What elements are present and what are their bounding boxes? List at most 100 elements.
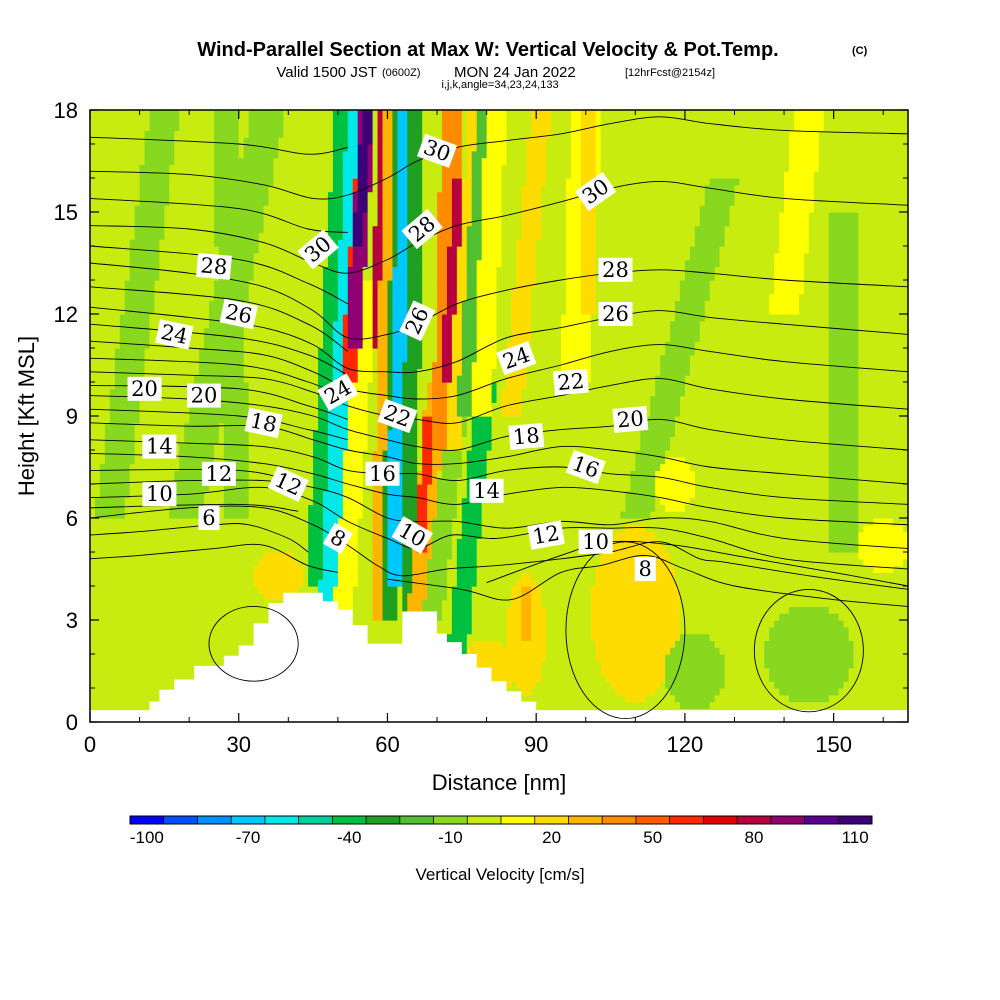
velocity-cell bbox=[531, 688, 617, 696]
velocity-cell bbox=[243, 144, 279, 152]
colorbar-tick-label: 80 bbox=[744, 828, 763, 847]
velocity-cell bbox=[451, 531, 463, 539]
velocity-cell bbox=[427, 504, 438, 512]
velocity-cell bbox=[199, 348, 245, 356]
velocity-cell bbox=[461, 314, 478, 322]
velocity-cell bbox=[451, 354, 463, 363]
velocity-cell bbox=[441, 348, 453, 356]
velocity-cell bbox=[402, 558, 413, 567]
velocity-cell bbox=[461, 300, 478, 308]
velocity-cell bbox=[422, 341, 438, 349]
velocity-cell bbox=[164, 218, 215, 227]
velocity-cell bbox=[243, 361, 319, 369]
velocity-cell bbox=[327, 409, 349, 417]
velocity-cell bbox=[506, 382, 527, 390]
velocity-cell bbox=[665, 456, 686, 465]
velocity-cell bbox=[491, 388, 498, 397]
velocity-cell bbox=[506, 137, 527, 145]
velocity-cell bbox=[427, 382, 433, 390]
velocity-cell bbox=[803, 280, 830, 288]
theta-contour bbox=[90, 262, 908, 340]
velocity-cell bbox=[506, 640, 547, 648]
velocity-cell bbox=[174, 137, 215, 145]
velocity-cell bbox=[377, 443, 389, 451]
velocity-cell bbox=[521, 606, 532, 614]
velocity-cell bbox=[337, 565, 359, 573]
velocity-cell bbox=[541, 191, 567, 199]
velocity-cell bbox=[813, 198, 908, 206]
velocity-cell bbox=[863, 524, 904, 533]
velocity-cell bbox=[699, 334, 830, 342]
velocity-cell bbox=[422, 361, 433, 369]
colorbar-swatch bbox=[501, 816, 536, 824]
velocity-cell bbox=[858, 388, 908, 397]
velocity-cell bbox=[858, 286, 908, 295]
velocity-cell bbox=[471, 178, 483, 186]
velocity-cell bbox=[595, 273, 686, 281]
velocity-cell bbox=[590, 368, 661, 376]
velocity-cell bbox=[397, 212, 408, 220]
velocity-cell bbox=[422, 246, 438, 254]
velocity-cell bbox=[159, 266, 220, 274]
velocity-cell bbox=[511, 320, 532, 329]
velocity-cell bbox=[580, 137, 597, 145]
velocity-cell bbox=[407, 273, 423, 281]
velocity-cell bbox=[407, 341, 423, 349]
velocity-cell bbox=[615, 688, 656, 696]
velocity-cell bbox=[308, 565, 324, 573]
velocity-cell bbox=[858, 531, 908, 539]
velocity-cell bbox=[531, 633, 547, 641]
velocity-cell bbox=[793, 110, 825, 118]
velocity-cell bbox=[476, 130, 488, 138]
velocity-cell bbox=[323, 497, 344, 505]
velocity-cell bbox=[273, 157, 334, 165]
velocity-cell bbox=[541, 592, 592, 601]
velocity-cell bbox=[828, 484, 860, 492]
velocity-cell bbox=[531, 123, 552, 131]
velocity-cell bbox=[323, 286, 339, 295]
velocity-cell bbox=[813, 191, 908, 199]
contour-label-bg bbox=[578, 529, 613, 554]
velocity-cell bbox=[769, 667, 850, 675]
velocity-cell bbox=[565, 259, 582, 267]
velocity-cell bbox=[719, 647, 765, 655]
velocity-cell bbox=[531, 327, 562, 335]
velocity-cell bbox=[318, 375, 334, 383]
velocity-cell bbox=[665, 545, 830, 553]
velocity-cell bbox=[342, 198, 354, 206]
velocity-cell bbox=[729, 205, 785, 213]
velocity-cell bbox=[456, 286, 468, 295]
velocity-cell bbox=[655, 470, 696, 478]
velocity-cell bbox=[362, 266, 374, 274]
velocity-cell bbox=[382, 225, 394, 233]
velocity-cell bbox=[397, 225, 408, 233]
velocity-cell bbox=[432, 470, 438, 478]
velocity-cell bbox=[595, 579, 676, 587]
velocity-cell bbox=[387, 497, 403, 505]
velocity-cell bbox=[90, 463, 101, 471]
velocity-cell bbox=[456, 511, 463, 519]
velocity-cell bbox=[323, 273, 339, 281]
velocity-cell bbox=[347, 300, 364, 308]
velocity-cell bbox=[382, 456, 389, 465]
velocity-cell bbox=[372, 450, 384, 458]
velocity-cell bbox=[432, 382, 448, 390]
velocity-cell bbox=[526, 178, 547, 186]
velocity-cell bbox=[377, 191, 384, 199]
velocity-cell bbox=[387, 484, 403, 492]
contour-label-bg bbox=[508, 422, 545, 450]
velocity-cell bbox=[273, 178, 334, 186]
velocity-cell bbox=[665, 348, 696, 356]
velocity-cell bbox=[139, 164, 170, 172]
velocity-cell bbox=[689, 252, 721, 261]
velocity-cell bbox=[337, 273, 349, 281]
velocity-cell bbox=[620, 511, 651, 519]
velocity-cell bbox=[248, 123, 284, 131]
velocity-cell bbox=[337, 280, 349, 288]
velocity-cell bbox=[432, 402, 448, 410]
velocity-cell bbox=[342, 341, 349, 349]
velocity-cell bbox=[332, 348, 344, 356]
velocity-cell bbox=[694, 477, 830, 485]
velocity-cell bbox=[372, 116, 379, 125]
velocity-cell bbox=[486, 137, 508, 145]
